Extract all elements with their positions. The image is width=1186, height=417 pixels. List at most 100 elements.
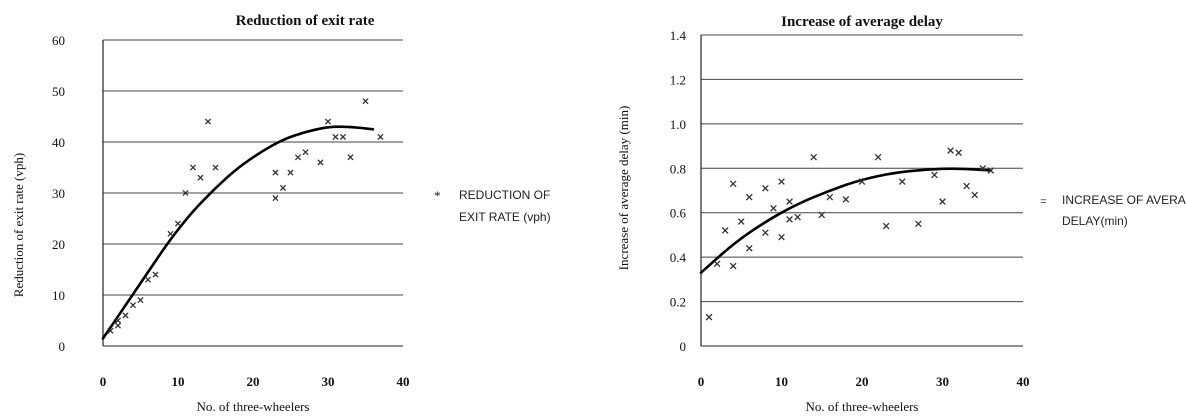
data-point <box>168 231 173 236</box>
data-point <box>730 263 736 269</box>
data-point <box>288 170 293 175</box>
data-point <box>956 150 962 156</box>
x-tick-label: 30 <box>322 374 335 389</box>
legend-marker: = <box>1040 194 1047 208</box>
axes <box>701 35 1023 346</box>
data-point <box>706 314 712 320</box>
data-point <box>213 165 218 170</box>
data-point <box>899 179 905 185</box>
data-point <box>787 217 793 223</box>
data-point <box>295 155 300 160</box>
y-tick-label: 10 <box>52 288 65 303</box>
data-point <box>325 119 330 124</box>
data-point <box>130 303 135 308</box>
y-tick-label: 1.4 <box>670 28 687 43</box>
data-point <box>827 194 833 200</box>
chart-title: Reduction of exit rate <box>236 13 375 29</box>
data-point <box>915 221 921 227</box>
y-tick-label: 0 <box>59 339 66 354</box>
data-point <box>787 199 793 205</box>
data-point <box>771 205 777 211</box>
data-point <box>875 154 881 160</box>
x-tick-label: 20 <box>856 374 869 389</box>
legend: * REDUCTION OF EXIT RATE (vph) <box>434 188 551 224</box>
data-point <box>811 154 817 160</box>
data-point <box>280 185 285 190</box>
data-point <box>205 119 210 124</box>
data-point <box>972 192 978 198</box>
trendline <box>103 127 373 339</box>
legend-label-line2: DELAY(min) <box>1062 214 1128 228</box>
y-tick-label: 0.6 <box>670 206 687 221</box>
data-point <box>763 185 769 191</box>
data-point <box>348 155 353 160</box>
y-axis-label: Increase of average delay (min) <box>616 106 631 271</box>
data-point <box>730 181 736 187</box>
data-point <box>190 165 195 170</box>
data-point <box>198 175 203 180</box>
data-point <box>138 298 143 303</box>
data-point <box>115 323 120 328</box>
x-tick-label: 10 <box>172 374 185 389</box>
data-point <box>940 199 946 205</box>
x-tick-label: 20 <box>247 374 260 389</box>
x-axis-label: No. of three-wheelers <box>806 399 919 414</box>
data-point <box>738 219 744 225</box>
x-axis-label: No. of three-wheelers <box>197 399 310 414</box>
legend-marker: * <box>434 188 441 203</box>
data-point <box>340 134 345 139</box>
data-point <box>175 221 180 226</box>
y-tick-label: 1.2 <box>670 72 686 87</box>
data-point <box>964 183 970 189</box>
legend-label-line1: INCREASE OF AVERAGE <box>1062 193 1186 207</box>
x-tick-label: 30 <box>936 374 949 389</box>
data-point <box>333 134 338 139</box>
legend-label-line2: EXIT RATE (vph) <box>459 210 551 224</box>
x-tick-label: 40 <box>397 374 410 389</box>
gridlines <box>103 40 403 295</box>
data-point <box>303 150 308 155</box>
data-point <box>318 160 323 165</box>
data-point <box>883 223 889 229</box>
data-point <box>932 172 938 178</box>
chart-title: Increase of average delay <box>781 14 943 30</box>
data-point <box>714 261 720 267</box>
data-point <box>746 194 752 200</box>
data-point <box>273 196 278 201</box>
data-point <box>763 230 769 236</box>
data-point <box>273 170 278 175</box>
y-tick-label: 60 <box>52 33 65 48</box>
data-point <box>145 277 150 282</box>
y-tick-label: 50 <box>52 84 65 99</box>
chart-increase-of-average-delay: Increase of average delay 0 0.2 0.4 0.6 0.8 1… <box>616 14 1186 414</box>
y-tick-label: 40 <box>52 135 65 150</box>
scatter-points <box>108 99 383 334</box>
data-point <box>948 148 954 154</box>
data-point <box>722 228 728 234</box>
data-point <box>779 179 785 185</box>
y-axis-label: Reduction of exit rate (vph) <box>11 153 26 297</box>
x-tick-label: 0 <box>100 374 107 389</box>
data-point <box>378 134 383 139</box>
data-point <box>746 245 752 251</box>
x-tick-label: 40 <box>1017 374 1030 389</box>
y-tick-label: 0.4 <box>670 250 687 265</box>
data-point <box>123 313 128 318</box>
data-point <box>153 272 158 277</box>
chart-reduction-of-exit-rate: Reduction of exit rate 0 10 20 30 40 50 60 0 10 2… <box>11 13 551 414</box>
data-point <box>779 234 785 240</box>
y-tick-label: 0.8 <box>670 161 686 176</box>
y-tick-label: 30 <box>52 186 65 201</box>
legend: = INCREASE OF AVERAGE DELAY(min) <box>1040 193 1186 228</box>
trend-curve <box>103 127 373 339</box>
y-tick-label: 20 <box>52 237 65 252</box>
x-tick-label: 10 <box>775 374 788 389</box>
y-tick-label: 1.0 <box>670 117 686 132</box>
data-point <box>363 99 368 104</box>
tick-labels: 0 0.2 0.4 0.6 0.8 1.0 1.2 1.4 0 10 20 30 40 <box>670 28 1030 389</box>
y-tick-label: 0.2 <box>670 295 686 310</box>
data-point <box>795 214 801 220</box>
y-tick-label: 0 <box>680 339 687 354</box>
x-tick-label: 0 <box>698 374 705 389</box>
